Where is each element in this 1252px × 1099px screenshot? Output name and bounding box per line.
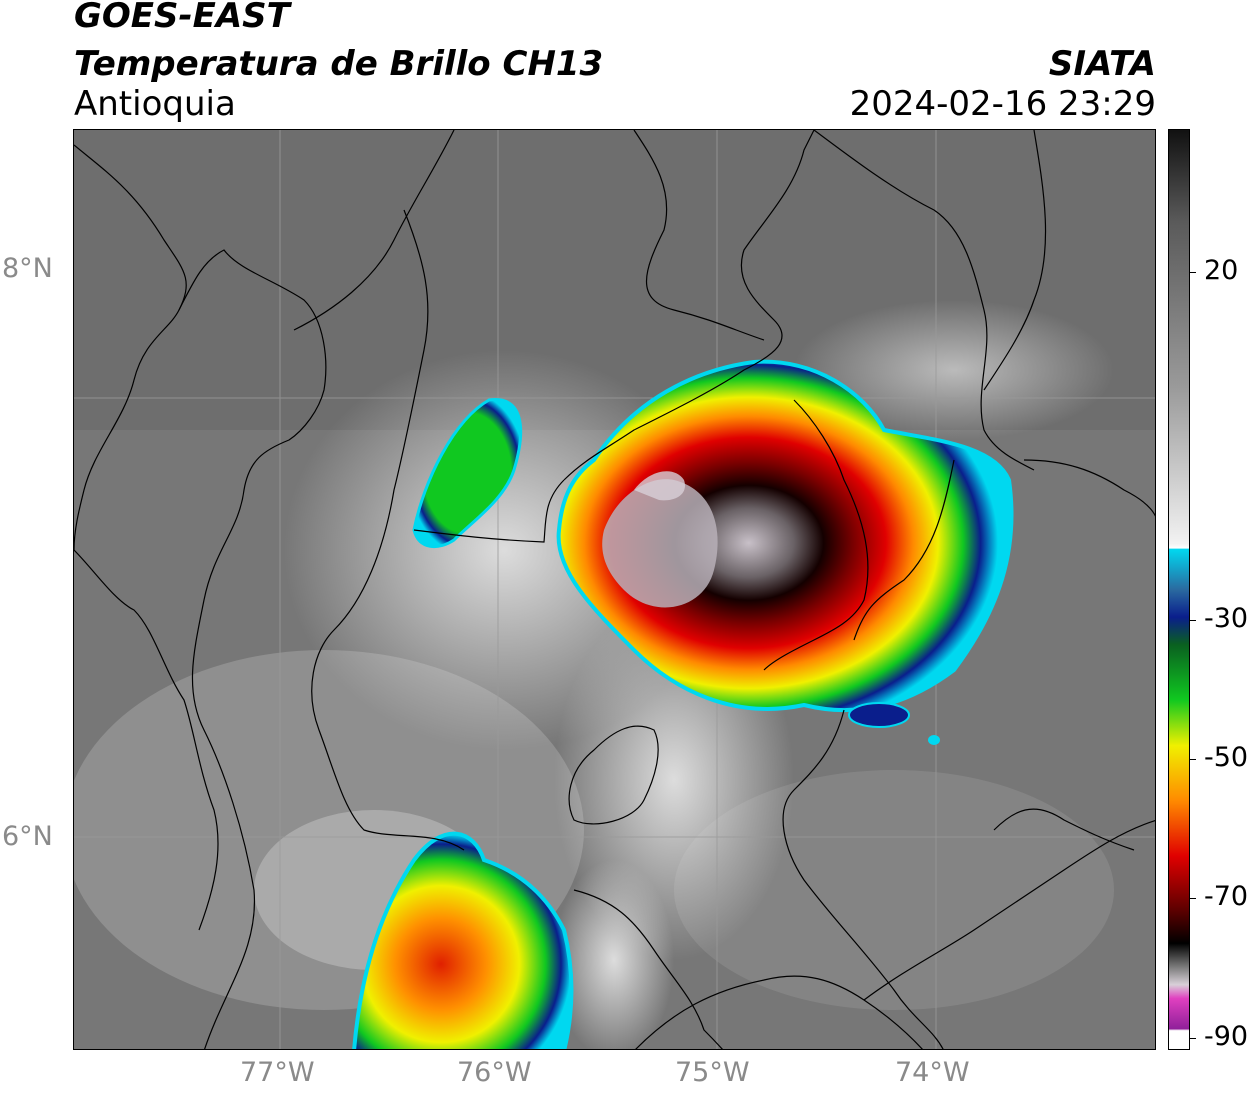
lat-label-8n: 8°N — [2, 253, 53, 284]
lon-label-77w: 77°W — [240, 1057, 315, 1088]
map-canvas — [74, 130, 1155, 1049]
colorbar-label-20: 20 — [1204, 255, 1239, 286]
colorbar-tick — [1190, 620, 1196, 621]
satellite-title: GOES-EAST — [74, 0, 290, 36]
colorbar-label-minus70: -70 — [1204, 881, 1249, 912]
datetime-label: 2024-02-16 23:29 — [849, 84, 1156, 124]
region-label: Antioquia — [74, 84, 236, 124]
satellite-map[interactable] — [73, 129, 1156, 1050]
lon-label-75w: 75°W — [675, 1057, 750, 1088]
product-title: Temperatura de Brillo CH13 — [74, 44, 604, 84]
lat-label-6n: 6°N — [2, 821, 53, 852]
colorbar-label-minus50: -50 — [1204, 742, 1249, 773]
organization-label: SIATA — [1048, 44, 1156, 84]
colorbar — [1168, 129, 1190, 1050]
colorbar-tick — [1190, 272, 1196, 273]
lon-label-74w: 74°W — [895, 1057, 970, 1088]
colorbar-label-minus30: -30 — [1204, 603, 1249, 634]
colorbar-tick — [1190, 1038, 1196, 1039]
colorbar-tick — [1190, 759, 1196, 760]
lon-label-76w: 76°W — [457, 1057, 532, 1088]
colorbar-label-minus90: -90 — [1204, 1021, 1249, 1052]
colorbar-tick — [1190, 898, 1196, 899]
